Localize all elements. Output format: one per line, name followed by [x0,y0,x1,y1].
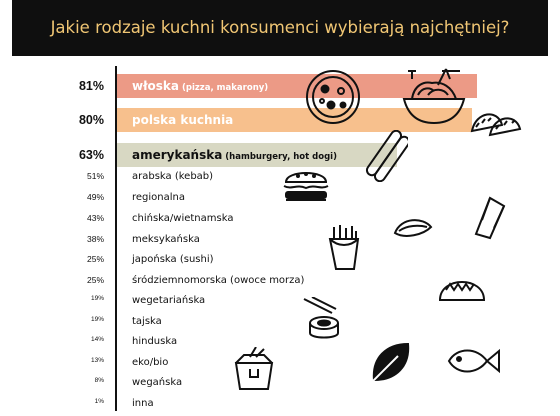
fries-icon [326,223,362,271]
category-name: włoska [132,79,180,93]
category-label: tajska [132,316,162,327]
bar-row: 81% włoska (pizza, makarony) [0,74,560,98]
chart-title: Jakie rodzaje kuchni konsumenci wybieraj… [50,18,510,37]
sushi-icon [302,297,350,341]
dumplings-icon [468,103,524,143]
percent-label: 49% [86,192,104,202]
percent-label: 19% [90,295,104,302]
category-label: eko/bio [132,357,168,368]
percent-label: 81% [78,79,104,93]
bar-row: 13% eko/bio [0,351,560,375]
bar-row: 49% regionalna [0,186,560,210]
category-name: meksykańska [132,234,200,245]
percent-label: 19% [90,316,104,323]
bar-row: 25% śródziemnomorska (owoce morza) [0,269,560,293]
taco-icon [436,268,488,304]
category-label: arabska (kebab) [132,171,213,182]
percent-label: 13% [90,357,104,364]
category-name: śródziemnomorska (owoce morza) [132,275,305,286]
category-name: tajska [132,316,162,327]
category-label: regionalna [132,192,185,203]
category-name: inna [132,398,154,409]
percent-label: 80% [78,113,104,127]
pizza-icon [303,67,363,127]
category-label: inna [132,398,154,409]
category-name: regionalna [132,192,185,203]
category-label: amerykańska (hamburgery, hot dogi) [132,148,337,162]
bar-row: 38% meksykańska [0,228,560,252]
category-label: polska kuchnia [132,113,233,127]
percent-label: 25% [86,275,104,285]
category-note: (hamburgery, hot dogi) [222,152,337,162]
category-name: chińska/wietnamska [132,213,234,224]
fish-icon [447,345,501,377]
sausages-icon [360,130,408,182]
bar-row: 8% wegańska [0,371,560,395]
category-label: meksykańska [132,234,200,245]
bar-row: 19% tajska [0,310,560,334]
title-banner: Jakie rodzaje kuchni konsumenci wybieraj… [12,0,548,56]
bar-row: 51% arabska (kebab) [0,165,560,189]
bar-row: 14% hinduska [0,330,560,354]
category-name: arabska (kebab) [132,171,214,182]
percent-label: 8% [94,377,104,384]
percent-label: 43% [86,213,104,223]
category-name: eko/bio [132,357,169,368]
percent-label: 63% [78,148,104,162]
category-label: chińska/wietnamska [132,213,233,224]
category-name: japońska (sushi) [132,254,214,265]
percent-label: 14% [90,336,104,343]
category-label: wegańska [132,377,182,388]
category-note: (pizza, makarony) [179,83,269,93]
value-axis-line [115,66,117,411]
percent-label: 25% [86,254,104,264]
bar-row: 19% wegetariańska [0,289,560,313]
category-name: wegetariańska [132,295,206,306]
bar-row: 63% amerykańska (hamburgery, hot dogi) [0,143,560,167]
bar-row: 1% inna [0,392,560,416]
percent-label: 1% [94,398,104,405]
percent-label: 51% [86,171,104,181]
bar [117,143,397,167]
leaf-icon [368,340,412,386]
category-label: hinduska [132,336,177,347]
bar [117,108,472,132]
hamburger-icon [282,166,330,204]
category-name: polska kuchnia [132,113,234,127]
category-label: wegetariańska [132,295,205,306]
category-label: śródziemnomorska (owoce morza) [132,275,304,286]
spaghetti-icon [398,65,470,129]
category-label: japońska (sushi) [132,254,214,265]
bar-row: 80% polska kuchnia [0,108,560,132]
bar-row: 43% chińska/wietnamska [0,207,560,231]
bar-row: 25% japońska (sushi) [0,248,560,272]
noodle-box-icon [232,347,276,391]
percent-label: 38% [86,234,104,244]
category-label: włoska (pizza, makarony) [132,79,268,93]
category-name: hinduska [132,336,178,347]
burrito-icon [470,194,508,240]
category-name: wegańska [132,377,183,388]
category-name: amerykańska [132,148,223,162]
mussel-icon [393,213,433,243]
